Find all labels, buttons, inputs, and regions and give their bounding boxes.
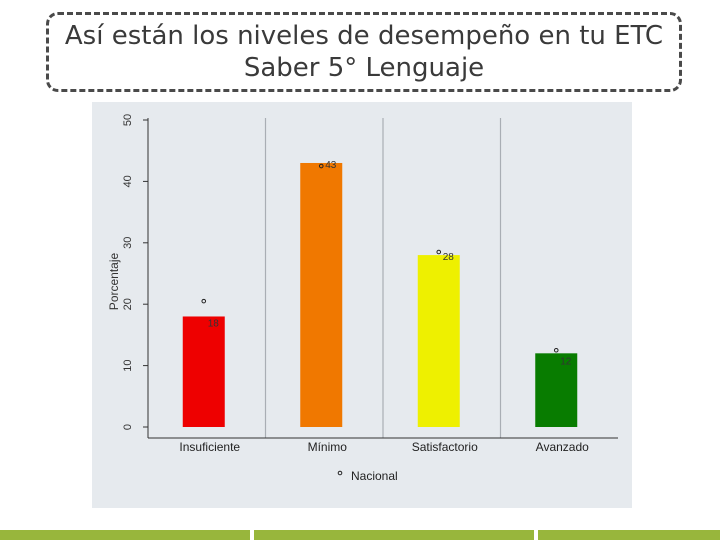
bar-avanzado — [535, 353, 578, 427]
chart-panel: 0 10 20 30 40 50 Porcentaje Insuficiente 18 Mínim… — [92, 102, 632, 508]
y-tick-label: 50 — [122, 114, 134, 126]
footer-bar-gap — [250, 530, 254, 540]
x-tick-label: Insuficiente — [179, 440, 240, 454]
nacional-point — [201, 298, 207, 304]
y-tick-label: 40 — [122, 175, 134, 187]
legend-nacional-marker — [337, 470, 343, 476]
y-tick-label: 20 — [122, 298, 134, 310]
slide-title-line-2: Saber 5° Lenguaje — [243, 53, 485, 83]
slide-title-box: Así están los niveles de desempeño en tu… — [46, 12, 682, 92]
bar-value-label: 28 — [443, 252, 455, 263]
slide-title-line-1: Así están los niveles de desempeño en tu… — [64, 21, 664, 51]
bar-satisfactorio — [417, 255, 460, 427]
nacional-point — [553, 347, 559, 353]
footer-bar-gap-2 — [534, 530, 538, 540]
nacional-point — [436, 249, 442, 255]
y-tick-label: 10 — [122, 359, 134, 371]
footer-accent-bar — [0, 530, 720, 540]
x-tick-label: Avanzado — [536, 440, 589, 454]
bar-mínimo — [300, 162, 343, 428]
x-tick-label: Mínimo — [308, 440, 348, 454]
nacional-point — [318, 163, 324, 169]
bar-value-label: 12 — [560, 356, 572, 367]
y-tick-label: 0 — [122, 424, 134, 430]
y-axis-label: Porcentaje — [107, 252, 121, 310]
bar-value-label: 43 — [325, 160, 337, 171]
bar-value-label: 18 — [208, 318, 220, 329]
x-tick-label: Satisfactorio — [412, 440, 478, 454]
y-tick-label: 30 — [122, 237, 134, 249]
bar-insuficiente — [182, 316, 225, 427]
bar-chart: 0 10 20 30 40 50 Porcentaje Insuficiente 18 Mínim… — [107, 114, 618, 483]
legend-nacional-label: Nacional — [351, 469, 398, 483]
